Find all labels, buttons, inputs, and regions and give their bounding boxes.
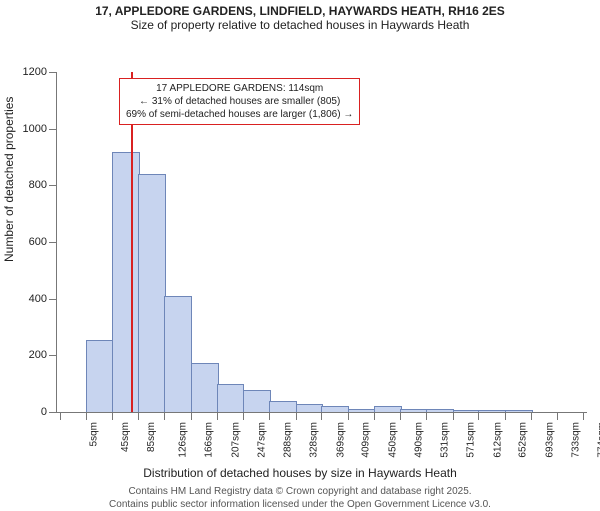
x-tick-label: 693sqm <box>544 422 555 458</box>
y-tick-label: 1200 <box>23 66 47 78</box>
x-tick-label: 247sqm <box>256 422 267 458</box>
x-tick-label: 733sqm <box>570 422 581 458</box>
x-axis-label: Distribution of detached houses by size … <box>0 466 600 480</box>
annotation-line: 17 APPLEDORE GARDENS: 114sqm <box>126 82 353 95</box>
histogram-bar <box>505 410 533 412</box>
x-tick <box>583 412 584 420</box>
x-tick <box>138 412 139 420</box>
x-tick <box>557 412 558 420</box>
y-tick <box>49 242 57 243</box>
x-tick-label: 490sqm <box>413 422 424 458</box>
attribution-footer: Contains HM Land Registry data © Crown c… <box>0 486 600 511</box>
x-tick <box>321 412 322 420</box>
x-tick <box>374 412 375 420</box>
histogram-bar <box>191 363 219 412</box>
x-tick <box>217 412 218 420</box>
x-tick <box>348 412 349 420</box>
y-tick <box>49 72 57 73</box>
histogram-bar <box>296 404 324 412</box>
y-tick <box>49 355 57 356</box>
histogram-bar <box>321 406 349 412</box>
x-tick-label: 531sqm <box>440 422 451 458</box>
y-tick <box>49 299 57 300</box>
histogram-bar <box>400 409 428 412</box>
x-tick-label: 166sqm <box>204 422 215 458</box>
histogram-bar <box>86 340 114 412</box>
x-tick <box>269 412 270 420</box>
y-tick <box>49 412 57 413</box>
page-title-line2: Size of property relative to detached ho… <box>0 18 600 32</box>
footer-line: Contains HM Land Registry data © Crown c… <box>0 486 600 499</box>
x-tick <box>426 412 427 420</box>
x-tick-label: 571sqm <box>466 422 477 458</box>
histogram-bar <box>217 384 245 412</box>
x-tick-label: 5sqm <box>89 422 100 446</box>
x-tick <box>505 412 506 420</box>
x-tick <box>453 412 454 420</box>
x-tick <box>191 412 192 420</box>
histogram-bar <box>164 296 192 412</box>
annotation-line: 69% of semi-detached houses are larger (… <box>126 108 353 121</box>
page-title-line1: 17, APPLEDORE GARDENS, LINDFIELD, HAYWAR… <box>0 4 600 18</box>
annotation-line: ← 31% of detached houses are smaller (80… <box>126 95 353 108</box>
y-tick-label: 400 <box>29 293 47 305</box>
y-tick-label: 800 <box>29 179 47 191</box>
x-tick <box>531 412 532 420</box>
histogram-bar <box>426 409 454 412</box>
x-tick-label: 207sqm <box>230 422 241 458</box>
x-tick-label: 45sqm <box>120 422 131 452</box>
x-tick <box>478 412 479 420</box>
footer-line: Contains public sector information licen… <box>0 499 600 511</box>
x-tick-label: 328sqm <box>309 422 320 458</box>
y-tick <box>49 129 57 130</box>
y-tick-label: 0 <box>41 406 47 418</box>
histogram-bar <box>138 174 166 412</box>
y-tick-label: 1000 <box>23 123 47 135</box>
x-tick <box>243 412 244 420</box>
plot-area: 0200400600800100012005sqm45sqm85sqm126sq… <box>56 72 587 413</box>
x-tick-label: 612sqm <box>492 422 503 458</box>
histogram-bar <box>374 406 402 412</box>
histogram-bar <box>243 390 271 412</box>
y-tick <box>49 185 57 186</box>
x-tick-label: 450sqm <box>387 422 398 458</box>
x-tick-label: 369sqm <box>335 422 346 458</box>
x-tick <box>112 412 113 420</box>
y-tick-label: 600 <box>29 236 47 248</box>
x-tick-label: 126sqm <box>178 422 189 458</box>
histogram-bar <box>348 409 376 412</box>
x-tick-label: 85sqm <box>146 422 157 452</box>
annotation-box: 17 APPLEDORE GARDENS: 114sqm← 31% of det… <box>119 78 360 125</box>
x-tick <box>400 412 401 420</box>
x-tick-label: 652sqm <box>518 422 529 458</box>
x-tick <box>86 412 87 420</box>
x-tick-label: 288sqm <box>283 422 294 458</box>
y-tick-label: 200 <box>29 349 47 361</box>
x-tick-label: 409sqm <box>361 422 372 458</box>
histogram-chart: Number of detached properties 0200400600… <box>0 32 600 464</box>
x-tick <box>60 412 61 420</box>
histogram-bar <box>478 410 506 412</box>
histogram-bar <box>269 401 297 412</box>
x-tick <box>164 412 165 420</box>
histogram-bar <box>112 152 140 412</box>
x-tick <box>296 412 297 420</box>
y-axis-label: Number of detached properties <box>2 97 16 262</box>
histogram-bar <box>453 410 481 412</box>
